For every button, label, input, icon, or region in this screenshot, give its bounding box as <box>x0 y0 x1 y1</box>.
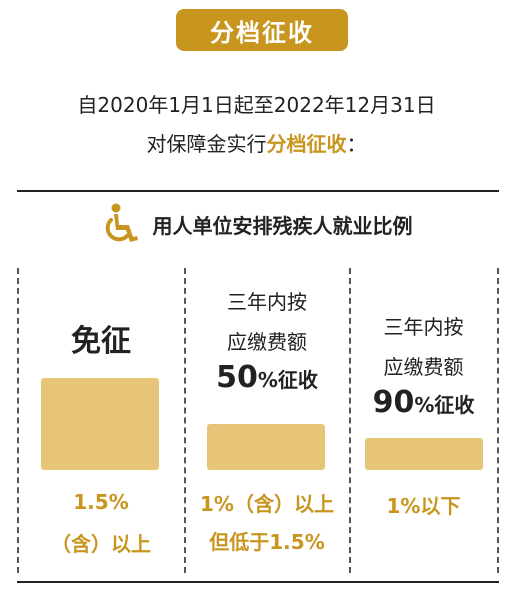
intro-prefix: 对保障金实行 <box>146 132 267 156</box>
column-divider <box>17 268 19 573</box>
intro-suffix: ： <box>346 132 367 156</box>
column-divider <box>497 268 499 573</box>
intro-date-range: 自2020年1月1日起至2022年12月31日 <box>77 93 436 117</box>
col2-percent-suffix: %征收 <box>257 368 318 392</box>
col3-label-line2: 应缴费额 <box>383 355 464 379</box>
column-divider <box>184 268 186 573</box>
col2-condition-line1: 1%（含）以上 <box>200 492 334 516</box>
column-divider <box>349 268 351 573</box>
intro-highlight: 分档征收 <box>266 132 347 156</box>
col2-bar <box>207 424 325 470</box>
col3-bar <box>365 438 483 470</box>
col2-percent-number: 50 <box>216 360 258 395</box>
table-top-rule <box>17 190 499 192</box>
header-title: 用人单位安排残疾人就业比例 <box>152 213 413 238</box>
col1-condition-line1: 1.5% <box>73 490 129 514</box>
col1-condition-line2: （含）以上 <box>51 532 151 556</box>
table-header: 用人单位安排残疾人就业比例 <box>0 200 513 248</box>
wheelchair-icon <box>105 203 138 242</box>
col3-percent: 90%征收 <box>352 385 495 420</box>
col3-percent-number: 90 <box>372 385 415 420</box>
col1-bar <box>41 378 159 470</box>
col3-percent-suffix: %征收 <box>414 393 475 417</box>
col1-label: 免征 <box>71 324 131 359</box>
col2-percent: 50%征收 <box>187 360 347 395</box>
col2-label-line1: 三年内按 <box>227 290 307 314</box>
col2-condition-line2: 但低于1.5% <box>209 530 325 554</box>
col3-label-line1: 三年内按 <box>383 315 464 339</box>
col3-condition-line1: 1%以下 <box>386 494 461 518</box>
table-bottom-rule <box>17 581 499 583</box>
intro-policy-line: 对保障金实行分档征收： <box>0 128 513 157</box>
col2-label-line2: 应缴费额 <box>227 330 307 354</box>
title-badge: 分档征收 <box>176 9 348 51</box>
